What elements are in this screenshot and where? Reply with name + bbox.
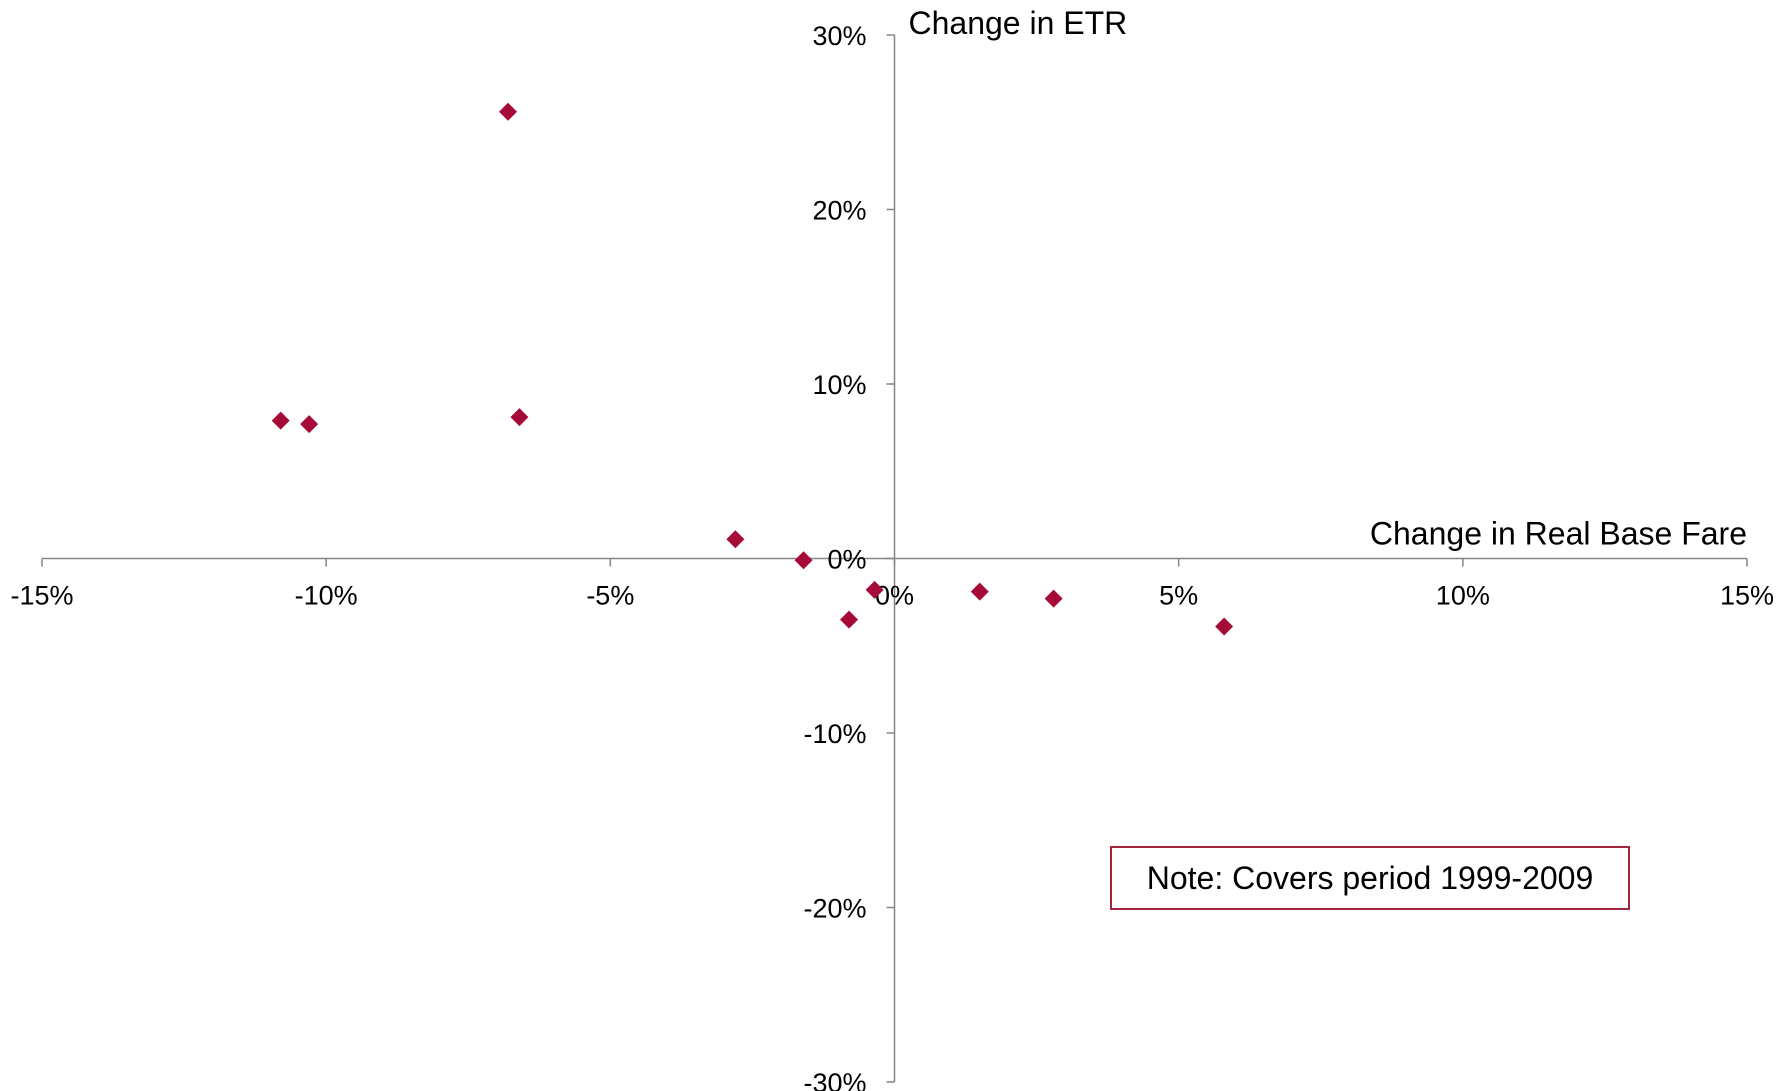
data-point [840, 610, 859, 629]
y-tick-label: -20% [803, 894, 866, 924]
data-point [499, 102, 518, 121]
data-point [726, 530, 745, 549]
x-tick-label: 5% [1159, 581, 1198, 611]
data-point [300, 415, 319, 434]
y-tick-label: 10% [812, 370, 866, 400]
x-axis-title: Change in Real Base Fare [1370, 516, 1747, 552]
x-axis-ticks: -15% -10% -5% 0% 5% 10% 15% [10, 558, 1774, 611]
y-tick-label: -30% [803, 1068, 866, 1091]
note-text: Note: Covers period 1999-2009 [1146, 859, 1594, 896]
data-points [271, 102, 1234, 636]
data-point [1044, 589, 1063, 608]
x-tick-label: 10% [1436, 581, 1490, 611]
note-box: Note: Covers period 1999-2009 [1110, 846, 1630, 910]
y-tick-label: 0% [827, 545, 866, 575]
data-point [510, 408, 529, 427]
x-tick-label: -10% [295, 581, 358, 611]
y-tick-label: -10% [803, 719, 866, 749]
x-tick-label: -5% [586, 581, 634, 611]
y-tick-label: 30% [812, 21, 866, 51]
y-axis-ticks: -30% -20% -10% 0% 10% 20% 30% [803, 21, 895, 1091]
data-point [865, 580, 884, 599]
x-tick-label: 15% [1720, 581, 1774, 611]
y-axis-title: Change in ETR [909, 5, 1128, 41]
data-point [271, 411, 290, 430]
x-tick-label: 0% [875, 581, 914, 611]
data-point [1215, 617, 1234, 636]
x-tick-label: -15% [10, 581, 73, 611]
data-point [970, 582, 989, 601]
y-tick-label: 20% [812, 196, 866, 226]
data-point [794, 551, 813, 570]
